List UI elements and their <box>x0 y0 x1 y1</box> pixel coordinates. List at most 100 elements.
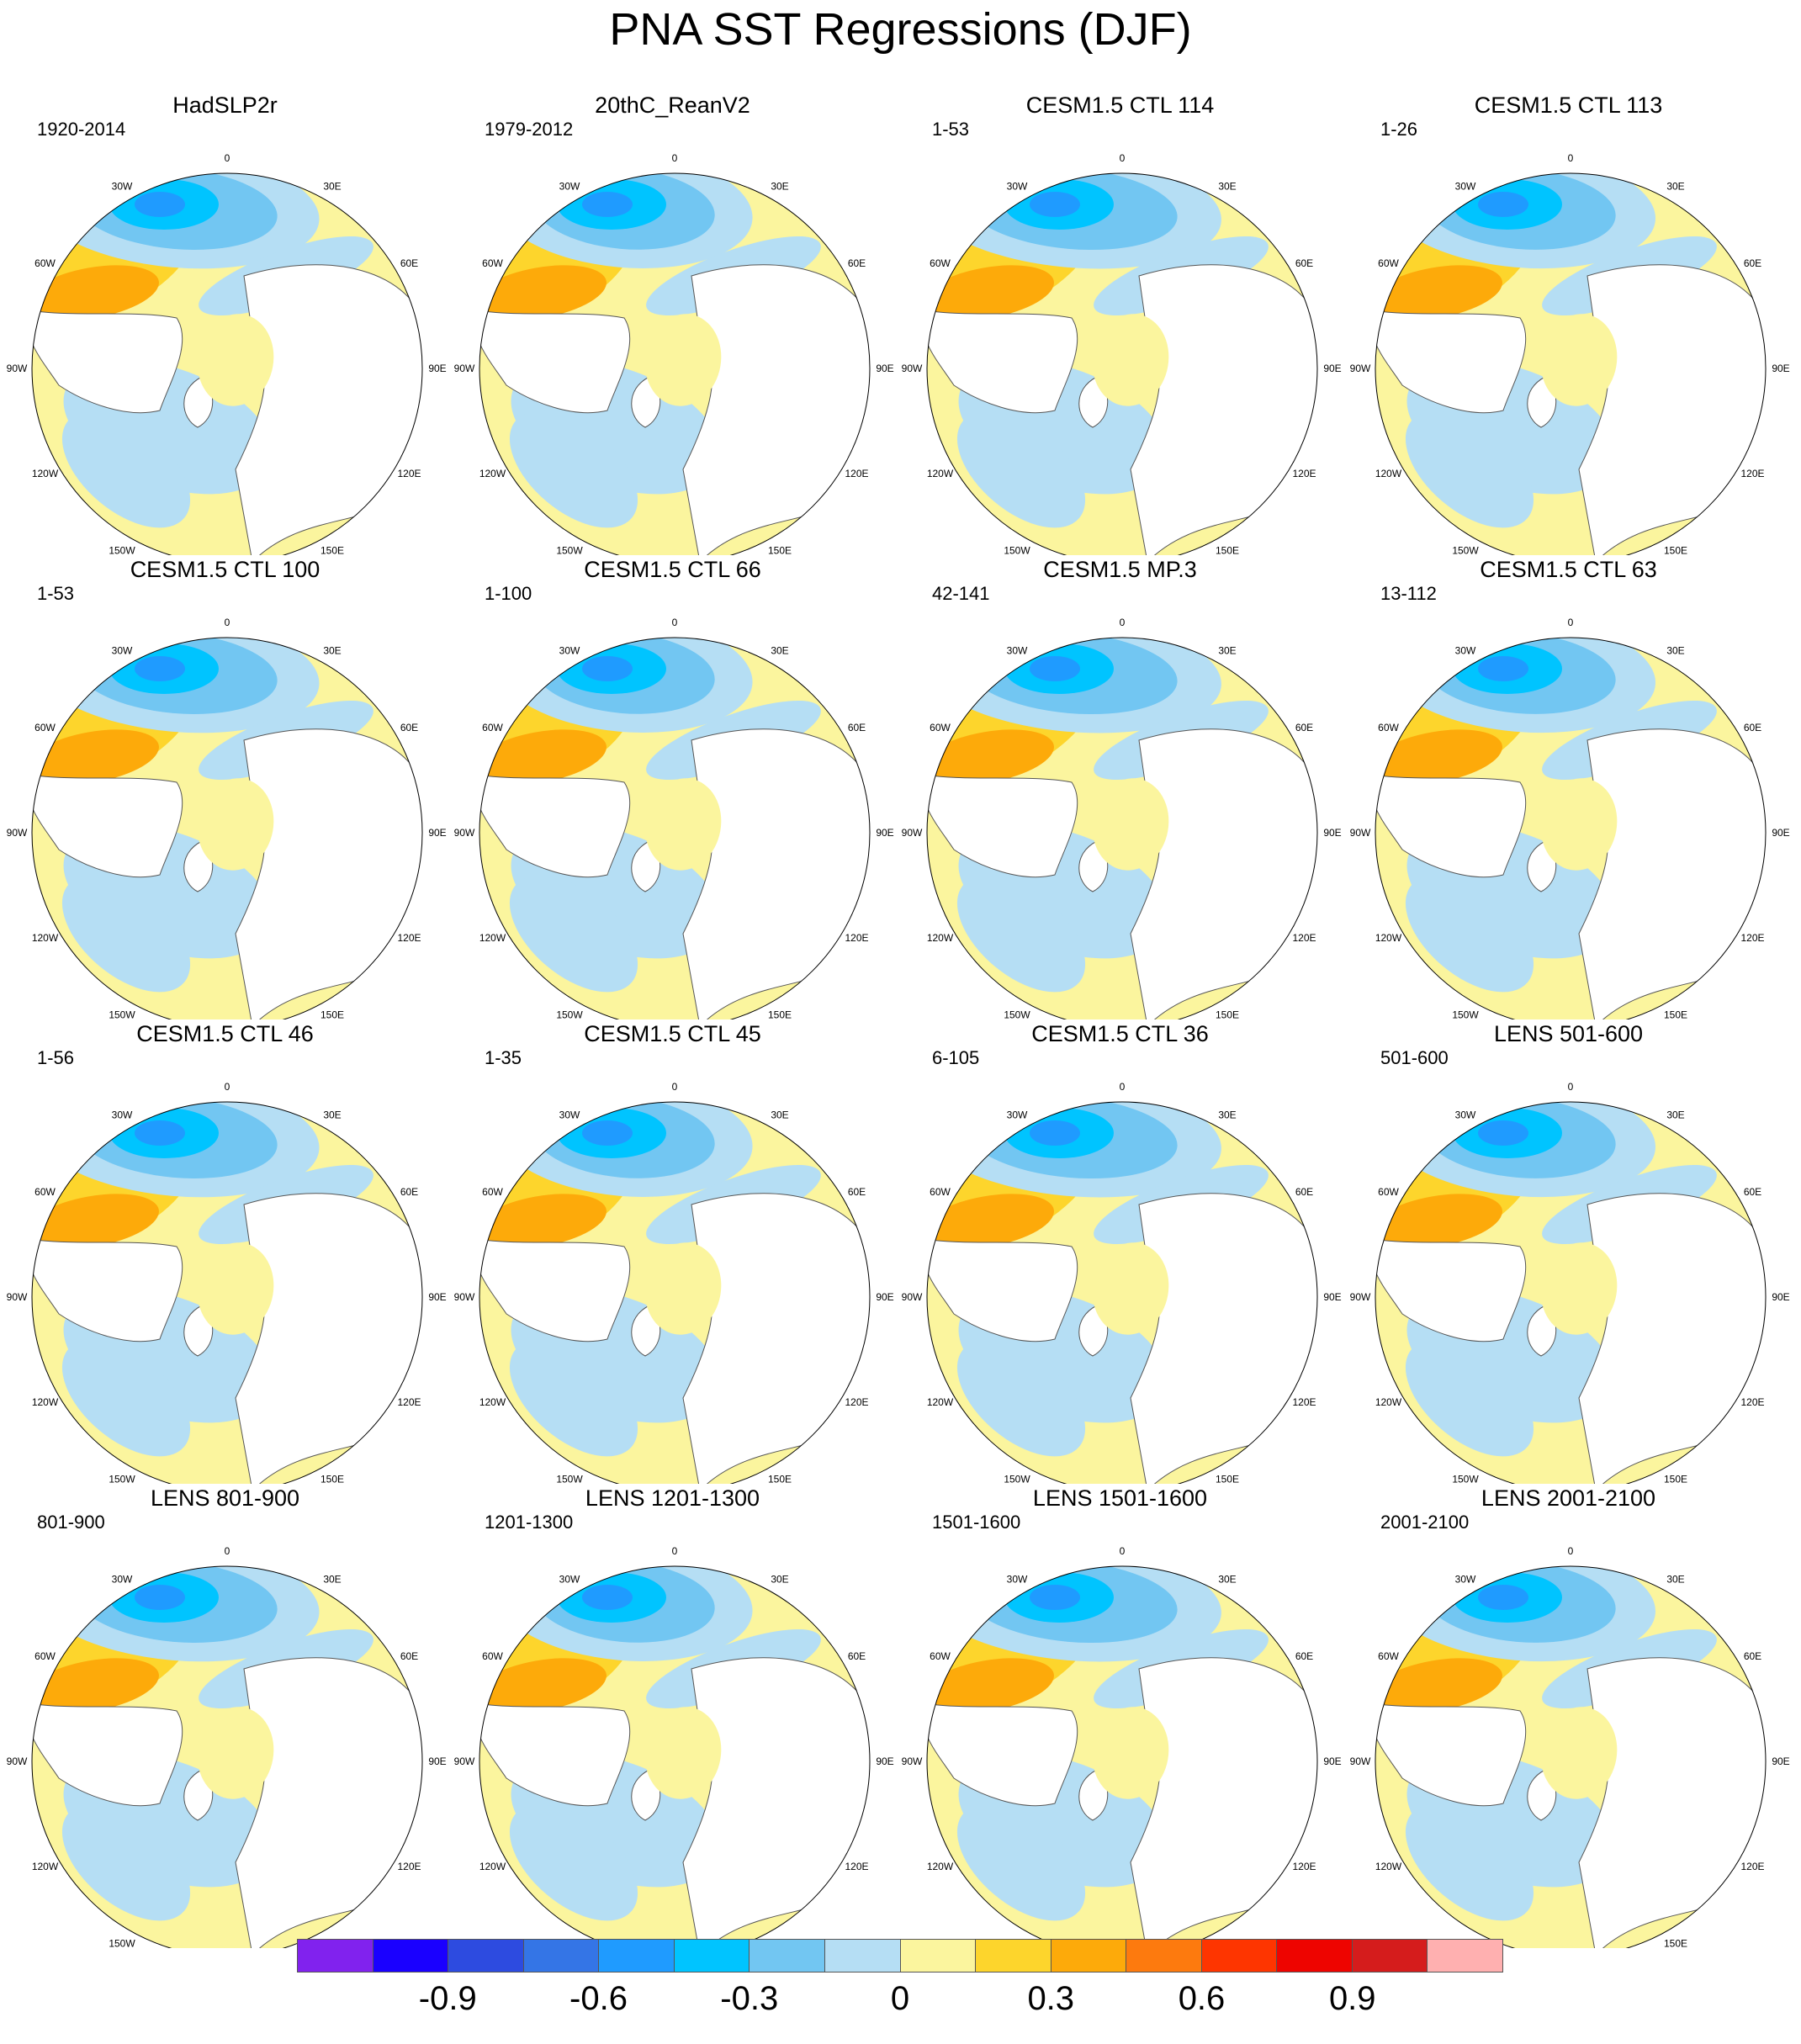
longitude-label: 150W <box>1004 1009 1030 1019</box>
longitude-label: 60E <box>848 722 866 733</box>
colorbar-box <box>298 1940 373 1972</box>
longitude-label: 60W <box>1378 1186 1399 1198</box>
longitude-label: 60W <box>34 257 56 269</box>
map-panel: 180150E120E90E60E30E030W60W90W120W150WCE… <box>448 1019 898 1484</box>
longitude-label: 120W <box>927 1861 954 1872</box>
colorbar-tick-label: -0.3 <box>720 1980 779 2017</box>
longitude-label: 120W <box>32 1861 59 1872</box>
longitude-label: 30E <box>1666 644 1684 656</box>
longitude-label: 0 <box>672 152 678 164</box>
longitude-label: 90E <box>428 1755 446 1767</box>
longitude-label: 60W <box>930 722 951 733</box>
longitude-label: 0 <box>1120 152 1126 164</box>
sst-regression-field <box>927 173 1317 555</box>
longitude-label: 0 <box>225 152 230 164</box>
longitude-label: 60E <box>1744 722 1761 733</box>
longitude-label: 150E <box>1664 1938 1687 1948</box>
longitude-label: 90W <box>7 827 28 839</box>
colorbar-box <box>976 1940 1051 1972</box>
panel-title: HadSLP2r <box>172 93 278 118</box>
longitude-label: 60W <box>930 1186 951 1198</box>
longitude-label: 90E <box>1772 827 1789 839</box>
sst-regression-field <box>479 1566 870 1948</box>
longitude-label: 120E <box>845 1396 868 1408</box>
panel-years: 1201-1300 <box>485 1512 574 1533</box>
longitude-label: 30E <box>1218 1573 1236 1585</box>
panel-title: LENS 1501-1600 <box>1032 1485 1208 1511</box>
longitude-label: 0 <box>1568 152 1574 164</box>
longitude-label: 60E <box>1295 1650 1313 1662</box>
colorbar-box <box>900 1940 977 1972</box>
longitude-label: 120E <box>1740 932 1764 944</box>
longitude-label: 150E <box>768 1009 792 1019</box>
longitude-label: 60E <box>848 1650 866 1662</box>
longitude-label: 120E <box>1292 932 1316 944</box>
longitude-label: 30E <box>1666 1109 1684 1120</box>
longitude-label: 120W <box>32 468 59 479</box>
panel-years: 1979-2012 <box>485 119 574 140</box>
longitude-label: 60E <box>400 1650 418 1662</box>
sst-regression-field <box>32 1566 422 1948</box>
longitude-label: 0 <box>1120 1081 1126 1093</box>
sst-regression-field <box>32 173 422 555</box>
longitude-label: 120E <box>397 1861 421 1872</box>
polar-stereographic-map: 180150E120E90E60E30E030W60W90W120W150W <box>7 1081 447 1484</box>
longitude-label: 90E <box>1772 1755 1789 1767</box>
longitude-label: 150W <box>1452 1474 1479 1484</box>
polar-stereographic-map: 180150E120E90E60E30E030W60W90W120W150W <box>7 617 447 1019</box>
longitude-label: 30E <box>1666 1573 1684 1585</box>
polar-stereographic-map: 180150E120E90E60E30E030W60W90W120W150W <box>454 152 894 555</box>
longitude-label: 60E <box>1744 1650 1761 1662</box>
longitude-label: 120W <box>1375 1396 1402 1408</box>
sst-regression-field <box>927 638 1317 1019</box>
longitude-label: 30W <box>1455 1109 1476 1120</box>
longitude-label: 60W <box>34 722 56 733</box>
longitude-label: 60E <box>1295 1186 1313 1198</box>
longitude-label: 90E <box>876 1755 893 1767</box>
sst-regression-field <box>1375 1566 1766 1948</box>
map-panel: 180150E120E90E60E30E030W60W90W120W150WCE… <box>1343 555 1793 1019</box>
longitude-label: 120E <box>1740 1861 1764 1872</box>
longitude-label: 30W <box>1007 644 1028 656</box>
polar-stereographic-map: 180150E120E90E60E30E030W60W90W120W150W <box>1350 617 1790 1019</box>
panel-title: CESM1.5 CTL 45 <box>584 1021 761 1046</box>
colorbar-tick-label: 0.3 <box>1027 1980 1075 2017</box>
map-panel: 180150E120E90E60E30E030W60W90W120W150WCE… <box>895 555 1345 1019</box>
sst-regression-field <box>927 1566 1317 1948</box>
longitude-label: 30W <box>1455 180 1476 192</box>
longitude-label: 0 <box>1568 1081 1574 1093</box>
colorbar-box <box>1051 1940 1127 1972</box>
longitude-label: 150W <box>1004 1474 1030 1484</box>
panel-years: 1-53 <box>932 119 970 140</box>
longitude-label: 90W <box>902 1291 923 1303</box>
sst-regression-field <box>32 1102 422 1484</box>
colorbar-tick-label: 0.9 <box>1328 1980 1376 2017</box>
colorbar-box <box>523 1940 600 1972</box>
longitude-label: 60E <box>848 257 866 269</box>
longitude-label: 90W <box>7 1291 28 1303</box>
longitude-label: 90W <box>902 827 923 839</box>
panel-title: CESM1.5 CTL 113 <box>1474 93 1663 118</box>
longitude-label: 120E <box>397 1396 421 1408</box>
longitude-label: 150W <box>109 545 135 555</box>
longitude-label: 60E <box>400 257 418 269</box>
longitude-label: 90W <box>454 363 475 374</box>
longitude-label: 30E <box>1218 1109 1236 1120</box>
longitude-label: 0 <box>225 1081 230 1093</box>
longitude-label: 30W <box>112 1109 133 1120</box>
longitude-label: 150W <box>109 1474 135 1484</box>
map-panel: 180150E120E90E60E30E030W60W90W120W150WCE… <box>0 555 450 1019</box>
polar-stereographic-map: 180150E120E90E60E30E030W60W90W120W150W <box>902 1545 1342 1948</box>
longitude-label: 120W <box>927 468 954 479</box>
longitude-label: 30W <box>1007 1109 1028 1120</box>
longitude-label: 150E <box>1664 545 1687 555</box>
longitude-label: 120E <box>397 468 421 479</box>
panel-years: 1-56 <box>37 1047 75 1068</box>
sst-regression-field <box>479 1102 870 1484</box>
polar-stereographic-map: 180150E120E90E60E30E030W60W90W120W150W <box>902 617 1342 1019</box>
panel-years: 1-53 <box>37 583 75 604</box>
longitude-label: 120E <box>1740 1396 1764 1408</box>
longitude-label: 120W <box>927 932 954 944</box>
longitude-label: 120W <box>32 1396 59 1408</box>
longitude-label: 120W <box>32 932 59 944</box>
